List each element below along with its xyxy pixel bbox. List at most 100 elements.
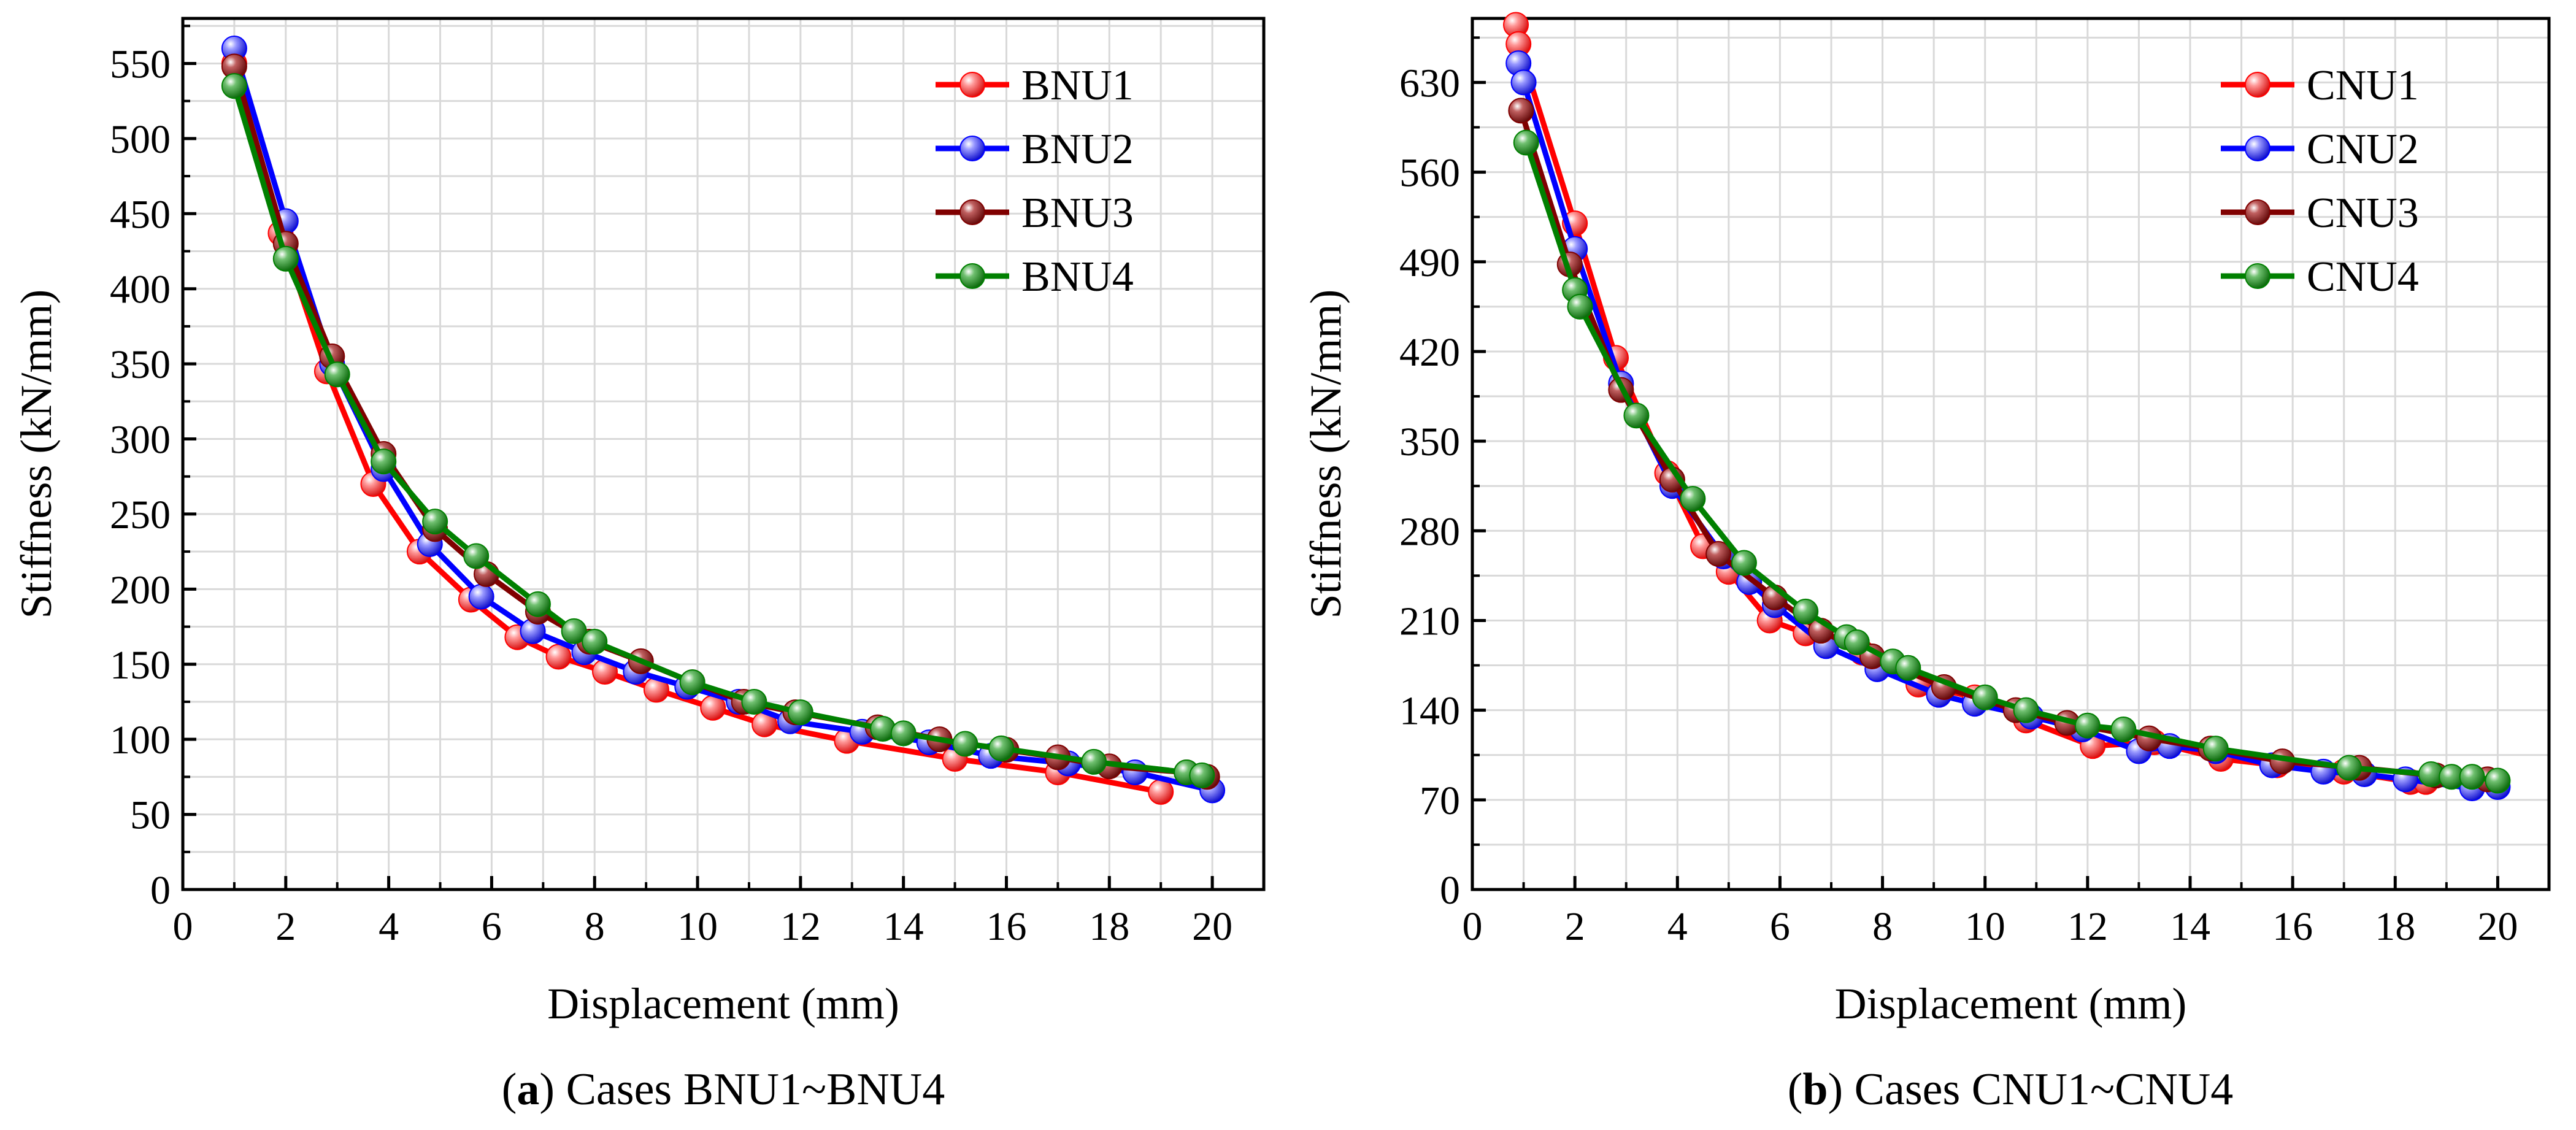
y-tick-label: 100 — [110, 718, 171, 763]
legend-item-CNU4: CNU4 — [2221, 253, 2419, 301]
series-BNU4 — [221, 73, 1215, 788]
data-point — [1895, 655, 1921, 681]
legend-label: BNU1 — [1021, 62, 1134, 109]
x-tick-label: 2 — [275, 904, 296, 949]
series-line — [1513, 21, 2429, 785]
data-point — [1508, 98, 1534, 124]
data-point — [1844, 629, 1870, 655]
x-axis-title: Displacement (mm) — [1835, 979, 2187, 1028]
y-tick-label: 350 — [1399, 420, 1460, 464]
y-tick-label: 490 — [1399, 240, 1460, 285]
legend-marker — [2245, 72, 2270, 98]
y-tick-label: 140 — [1399, 689, 1460, 734]
data-point — [1793, 598, 1819, 625]
x-tick-label: 18 — [2375, 904, 2415, 949]
x-tick-label: 6 — [1770, 904, 1790, 949]
data-point — [890, 720, 917, 747]
x-tick-label: 0 — [1463, 904, 1483, 949]
data-point — [2459, 764, 2485, 790]
y-tick-label: 550 — [110, 42, 171, 86]
data-point — [2485, 767, 2511, 794]
y-tick-label: 150 — [110, 643, 171, 688]
legend-marker — [2245, 136, 2270, 161]
data-point — [787, 699, 813, 726]
data-point — [463, 543, 490, 569]
y-tick-label: 50 — [130, 793, 171, 838]
y-tick-label: 350 — [110, 342, 171, 387]
legend-marker — [959, 263, 985, 289]
data-point — [1731, 550, 1757, 576]
x-tick-label: 2 — [1565, 904, 1585, 949]
caption-letter: b — [1802, 1064, 1828, 1115]
legend-marker — [959, 72, 985, 98]
legend-label: BNU2 — [1021, 126, 1134, 173]
y-tick-label: 560 — [1399, 151, 1460, 196]
data-point — [1513, 129, 1539, 156]
x-tick-label: 8 — [585, 904, 605, 949]
legend-marker — [959, 199, 985, 225]
data-point — [2013, 697, 2039, 723]
data-point — [221, 73, 247, 99]
legend-item-BNU2: BNU2 — [936, 126, 1134, 173]
y-tick-label: 210 — [1399, 599, 1460, 644]
data-point — [2110, 716, 2137, 742]
y-axis-title: Stiffness (kN/mm) — [1301, 290, 1350, 619]
y-tick-label: 500 — [110, 117, 171, 162]
legend-item-BNU3: BNU3 — [936, 190, 1134, 237]
legend: CNU1 CNU2 CNU3 CNU4 — [2221, 62, 2419, 301]
panel-caption: (b) Cases CNU1~CNU4 — [1788, 1064, 2234, 1115]
y-tick-label: 420 — [1399, 330, 1460, 375]
y-tick-label: 300 — [110, 418, 171, 463]
y-tick-label: 450 — [110, 192, 171, 237]
data-point — [422, 509, 448, 535]
legend-item-BNU4: BNU4 — [936, 253, 1134, 301]
y-axis-title: Stiffness (kN/mm) — [12, 290, 61, 619]
data-point — [2336, 755, 2363, 781]
data-point — [988, 735, 1015, 761]
series-CNU1 — [1503, 12, 2439, 795]
x-tick-label: 16 — [2272, 904, 2313, 949]
data-point — [1148, 778, 1174, 805]
legend-label: CNU2 — [2307, 126, 2419, 173]
x-tick-label: 0 — [173, 904, 193, 949]
legend-item-CNU1: CNU1 — [2221, 62, 2419, 109]
data-point — [582, 629, 608, 655]
data-point — [1510, 69, 1537, 96]
series-line — [231, 63, 1210, 780]
series-CNU4 — [1513, 129, 2511, 794]
x-tick-label: 16 — [986, 904, 1026, 949]
chart-panel-b: 0 2 4 6 8 10 12 14 16 18 20 0 70 140 210 280 350 420 490 56… — [1301, 12, 2551, 1115]
x-tick-label: 10 — [1965, 904, 2005, 949]
data-point — [1623, 402, 1650, 429]
data-point — [952, 731, 978, 757]
data-point — [2074, 712, 2101, 739]
legend-item-CNU2: CNU2 — [2221, 126, 2419, 173]
x-axis-title: Displacement (mm) — [547, 979, 899, 1028]
legend-marker — [2245, 199, 2270, 225]
x-tick-label: 14 — [2170, 904, 2210, 949]
data-point — [324, 361, 350, 388]
y-tick-label: 200 — [110, 567, 171, 612]
caption-text: Cases CNU1~CNU4 — [1855, 1064, 2234, 1115]
x-tick-label: 20 — [1192, 904, 1232, 949]
data-point — [1972, 684, 1998, 710]
legend-label: BNU3 — [1021, 190, 1134, 237]
legend: BNU1 BNU2 BNU3 BNU4 — [936, 62, 1134, 301]
data-point — [468, 583, 494, 610]
data-point — [1567, 293, 1593, 320]
legend-item-CNU3: CNU3 — [2221, 190, 2419, 237]
data-point — [272, 245, 299, 272]
x-tick-label: 8 — [1872, 904, 1893, 949]
data-point — [1705, 540, 1732, 567]
legend-item-BNU1: BNU1 — [936, 62, 1134, 109]
chart-panel-a: 0 2 4 6 8 10 12 14 16 18 2005010015020025030035040… — [12, 17, 1266, 1115]
data-point — [1081, 748, 1107, 775]
legend-marker — [959, 136, 985, 161]
legend-label: CNU4 — [2307, 253, 2419, 301]
x-tick-label: 4 — [379, 904, 399, 949]
grid — [1472, 18, 2549, 890]
x-tick-label: 12 — [780, 904, 821, 949]
legend-label: BNU4 — [1021, 253, 1134, 301]
data-point — [371, 448, 397, 475]
